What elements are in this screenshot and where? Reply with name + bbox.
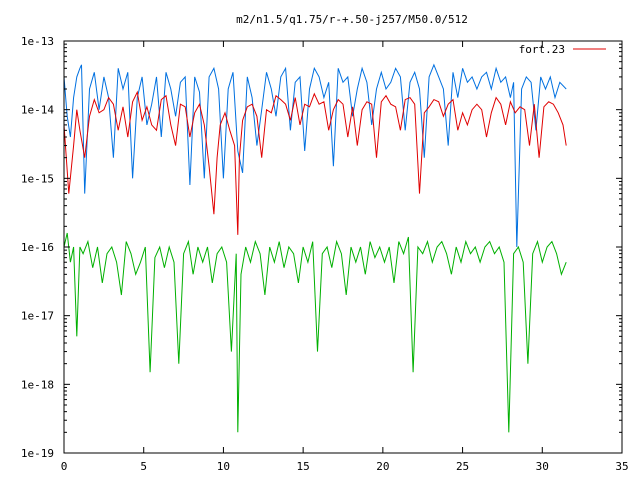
- x-tick-label-1: 5: [140, 460, 147, 473]
- legend: fort.23: [519, 43, 606, 56]
- x-tick-label-5: 25: [456, 460, 469, 473]
- x-tick-label-0: 0: [61, 460, 68, 473]
- x-tick-label-3: 15: [297, 460, 310, 473]
- series-line-2: [63, 232, 567, 433]
- x-tick-label-4: 20: [376, 460, 389, 473]
- chart-title: m2/n1.5/q1.75/r-+.50-j257/M50.0/512: [236, 13, 468, 26]
- y-tick-label-6: 1e-13: [21, 35, 54, 48]
- series-line-0: [63, 90, 567, 235]
- plot-area: [63, 63, 567, 433]
- axes: 0 5 10 15 20 25 30 35 1e-19 1e-18 1e-17 1e-16 1e-15 1…: [21, 35, 629, 473]
- series-line-1: [63, 63, 567, 248]
- x-tick-label-7: 35: [615, 460, 628, 473]
- y-tick-label-1: 1e-18: [21, 378, 54, 391]
- y-tick-label-3: 1e-16: [21, 241, 54, 254]
- legend-label-fort-23: fort.23: [519, 43, 565, 56]
- x-tick-label-2: 10: [217, 460, 230, 473]
- y-tick-label-5: 1e-14: [21, 104, 54, 117]
- y-tick-label-0: 1e-19: [21, 447, 54, 460]
- y-tick-label-4: 1e-15: [21, 172, 54, 185]
- x-tick-label-6: 30: [536, 460, 549, 473]
- y-tick-label-2: 1e-17: [21, 310, 54, 323]
